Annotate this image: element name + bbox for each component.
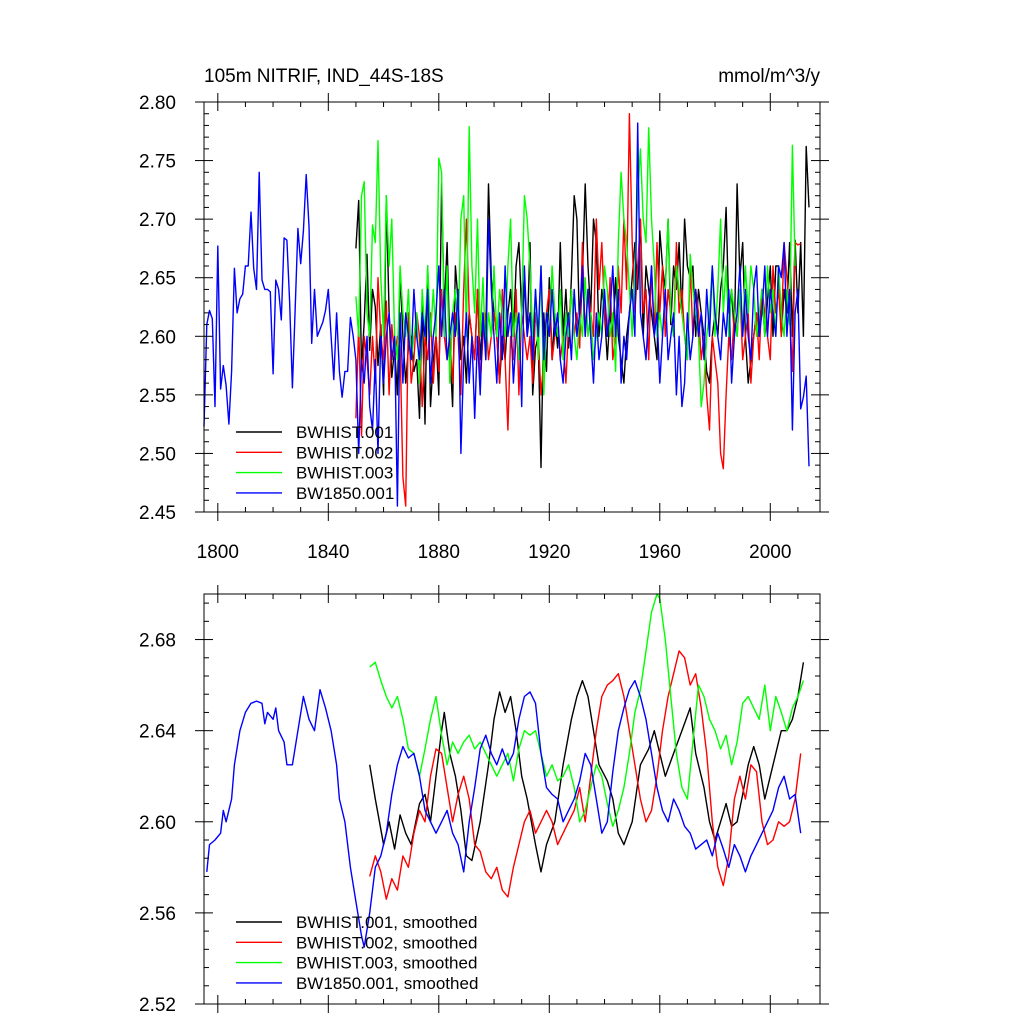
x-tick-label: 1920 [528,542,570,563]
y-tick-label: 2.75 [139,152,176,173]
x-tick-label: 1960 [639,542,681,563]
series-line-1 [369,662,805,873]
legend-label: BWHIST.002 [296,443,393,462]
legend-label: BWHIST.002, smoothed [296,933,477,952]
y-tick-label: 2.52 [139,995,176,1016]
legend-label: BW1850.001 [296,484,394,503]
y-tick-label: 2.55 [139,386,176,407]
x-tick-label: 1800 [197,542,239,563]
y-tick-label: 2.60 [139,813,176,834]
legend-label: BWHIST.003 [296,464,393,483]
series-line-3 [369,593,805,827]
top-chart-title: 105m NITRIF, IND_44S-18S [204,66,444,87]
bottom-chart-panel: 2.52 2.56 2.60 2.64 2.68 BWHIST.001, smoothe… [139,585,829,1016]
legend-label: BW1850.001, smoothed [296,974,478,993]
top-chart-axes: 1800 1840 1880 1920 1960 2000 2.45 2.50 2.55 2.60… [139,93,829,563]
y-tick-label: 2.56 [139,904,176,925]
series-line-4 [206,679,802,948]
y-tick-label: 2.80 [139,93,176,114]
series-line-4 [203,122,810,507]
series-line-2 [369,650,802,900]
top-chart-frame [203,101,821,513]
legend-label: BWHIST.001, smoothed [296,913,477,932]
bottom-chart-axes: 2.52 2.56 2.60 2.64 2.68 [139,585,829,1016]
y-tick-label: 2.68 [139,631,176,652]
top-chart-units: mmol/m^3/y [718,66,820,87]
legend-label: BWHIST.003, smoothed [296,954,477,973]
top-chart-panel: 105m NITRIF, IND_44S-18S mmol/m^3/y 1800… [139,66,829,563]
y-tick-label: 2.60 [139,327,176,348]
bottom-chart-frame [203,593,821,1005]
x-tick-label: 1880 [418,542,460,563]
top-chart-series [203,113,810,507]
x-tick-label: 1840 [307,542,349,563]
y-tick-label: 2.64 [139,722,176,743]
bottom-chart-series [206,593,805,948]
y-tick-label: 2.70 [139,210,176,231]
series-line-3 [355,125,796,408]
y-tick-label: 2.65 [139,269,176,290]
y-tick-label: 2.45 [139,503,176,524]
legend-label: BWHIST.001 [296,423,393,442]
x-tick-label: 2000 [749,542,791,563]
y-tick-label: 2.50 [139,444,176,465]
